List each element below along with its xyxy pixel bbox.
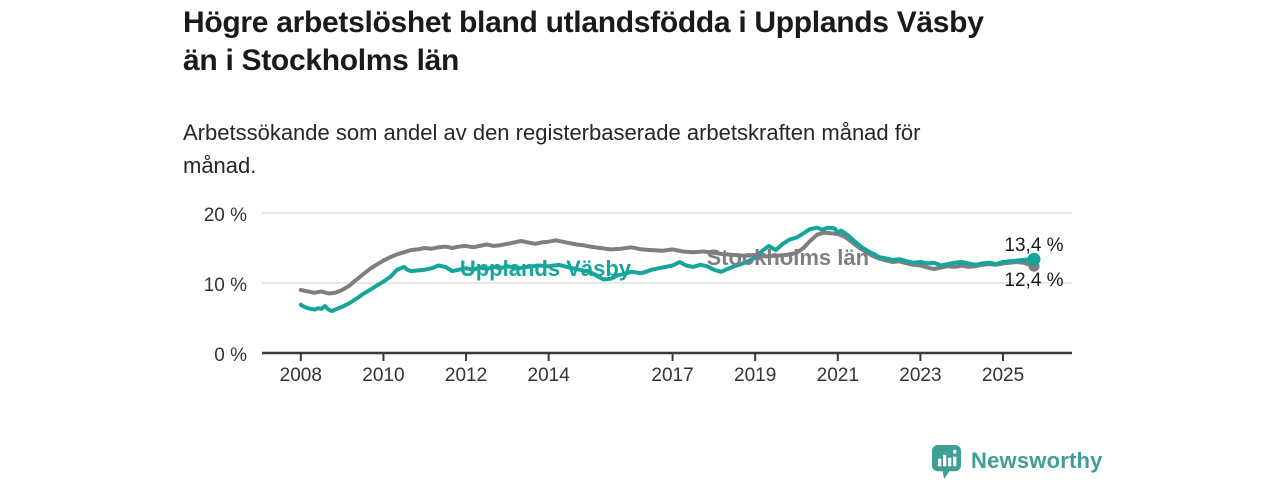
y-tick-label-20: 20 % [204, 205, 247, 226]
x-tick-label-2017: 2017 [651, 365, 693, 386]
end-value-label-upplands-vasby: 13,4 % [1004, 235, 1063, 256]
x-tick-label-2008: 2008 [280, 365, 322, 386]
end-dot-upplands-vasby [1027, 252, 1041, 266]
newsworthy-logo-icon [931, 444, 962, 479]
series-label-upplands-vasby: Upplands Väsby [460, 256, 632, 281]
end-value-label-stockholms-lan: 12,4 % [1004, 270, 1063, 291]
x-tick-label-2025: 2025 [982, 365, 1024, 386]
x-tick-label-2023: 2023 [899, 365, 941, 386]
x-tick-label-2021: 2021 [817, 365, 859, 386]
x-tick-label-2012: 2012 [445, 365, 487, 386]
brand-footer: Newsworthy [931, 443, 1103, 479]
x-tick-label-2019: 2019 [734, 365, 776, 386]
y-tick-label-0: 0 % [214, 345, 247, 366]
chart-subtitle-line-1: Arbetssökande som andel av den registerb… [183, 120, 921, 145]
x-tick-label-2010: 2010 [362, 365, 404, 386]
logo-bar-2 [943, 454, 947, 466]
page-title-line-2: än i Stockholms län [183, 44, 460, 77]
page-title-line-1: Högre arbetslöshet bland utlandsfödda i … [183, 6, 984, 39]
series-line-stockholms-lan [298, 230, 1036, 296]
brand-name: Newsworthy [971, 448, 1103, 473]
logo-bar-1 [937, 458, 942, 466]
x-tick-label-2014: 2014 [528, 365, 571, 386]
series-line-upplands-vasby [298, 225, 1036, 313]
logo-exclamation-dot [953, 449, 957, 454]
chart-subtitle-line-2: månad. [183, 153, 257, 178]
chart-subtitle: Arbetssökande som andel av den registerb… [183, 116, 1083, 182]
series-label-stockholms-lan: Stockholms län [706, 245, 869, 270]
page-title: Högre arbetslöshet bland utlandsfödda i … [183, 4, 1143, 80]
logo-exclamation-bar [953, 456, 957, 466]
logo-bar-3 [948, 457, 952, 466]
y-tick-label-10: 10 % [204, 275, 247, 296]
logo-bubble-shape [931, 444, 962, 479]
